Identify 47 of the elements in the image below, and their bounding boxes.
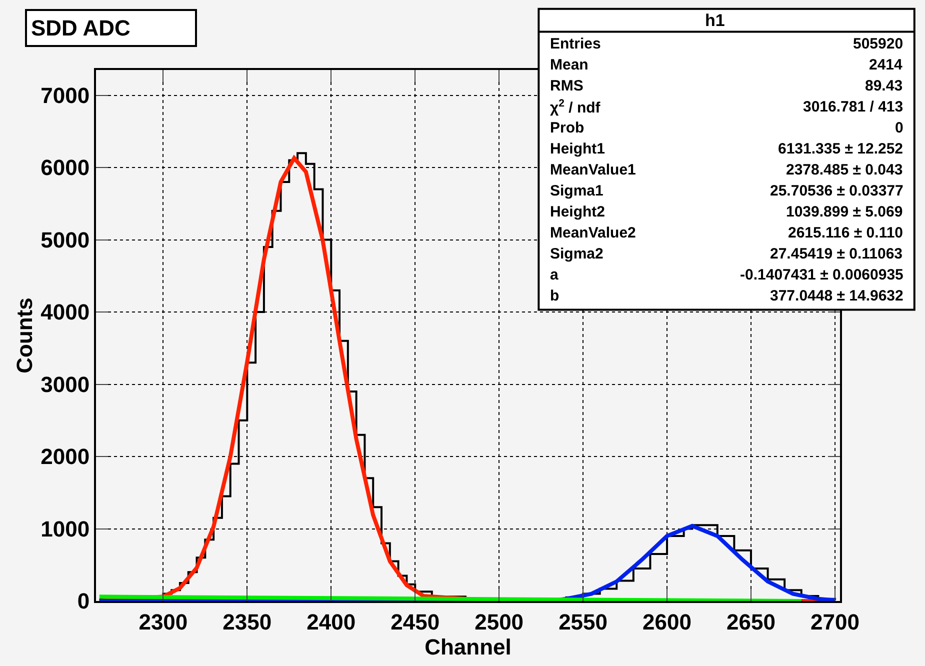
annotation: MeanValue2 — [550, 224, 636, 242]
annotation: Sigma1 — [550, 182, 604, 200]
x-tick-label: 2500 — [474, 609, 524, 634]
annotation: Mean — [550, 56, 588, 74]
text: h1 — [705, 11, 725, 30]
annotation: a — [550, 266, 559, 284]
chart-title: SDD ADC — [31, 16, 131, 40]
y-tick-label: 7000 — [40, 82, 90, 108]
y-tick-label: 3000 — [40, 372, 90, 397]
x-axis-title: Channel — [424, 634, 512, 660]
annotation: 25.70536 ± 0.03377 — [770, 182, 904, 200]
y-tick-label: 4000 — [40, 300, 90, 325]
x-tick-label: 2700 — [810, 609, 860, 634]
annotation: 2378.485 ± 0.043 — [786, 162, 903, 178]
annotation: 6131.335 ± 12.252 — [778, 140, 904, 158]
x-tick-label: 2600 — [642, 609, 692, 634]
annotation: Height1 — [550, 140, 606, 158]
y-tick-label: 6000 — [40, 155, 90, 180]
annotation: Height2 — [550, 204, 606, 220]
text: Entries — [550, 36, 601, 52]
annotation: 27.45419 ± 0.11063 — [770, 246, 903, 262]
y-tick-label: 0 — [77, 588, 90, 614]
annotation: χ$^{2}$ / ndf — [550, 97, 602, 117]
annotation: b — [550, 288, 560, 304]
y-tick-label: 1000 — [40, 516, 90, 542]
x-tick-label: 2400 — [306, 609, 356, 634]
y-tick-label: 5000 — [40, 227, 90, 252]
annotation: RMS — [550, 78, 584, 94]
x-tick-label: 2450 — [390, 609, 440, 634]
text: 89.43 — [865, 78, 903, 94]
y-axis-title: Counts — [12, 298, 37, 374]
x-tick-label: 2550 — [558, 609, 608, 634]
annotation: MeanValue1 — [550, 162, 636, 178]
annotation: 2615.116 ± 0.110 — [788, 224, 904, 242]
y-tick-label: 2000 — [40, 444, 90, 470]
annotation: 1039.899 ± 5.069 — [786, 204, 903, 220]
annotation: 377.0448 ± 14.9632 — [770, 288, 904, 304]
text: 505920 — [853, 36, 904, 52]
x-tick-label: 2650 — [726, 609, 776, 634]
annotation: Sigma2 — [550, 246, 604, 262]
text: 2414 — [869, 56, 904, 74]
annotation: -0.1407431 ± 0.0060935 — [740, 266, 904, 284]
x-tick-label: 2350 — [222, 609, 272, 634]
annotation: Prob — [550, 120, 584, 136]
text: 0 — [895, 120, 904, 136]
x-tick-label: 2300 — [138, 609, 188, 634]
annotation: 3016.781 / 413 — [803, 98, 904, 116]
